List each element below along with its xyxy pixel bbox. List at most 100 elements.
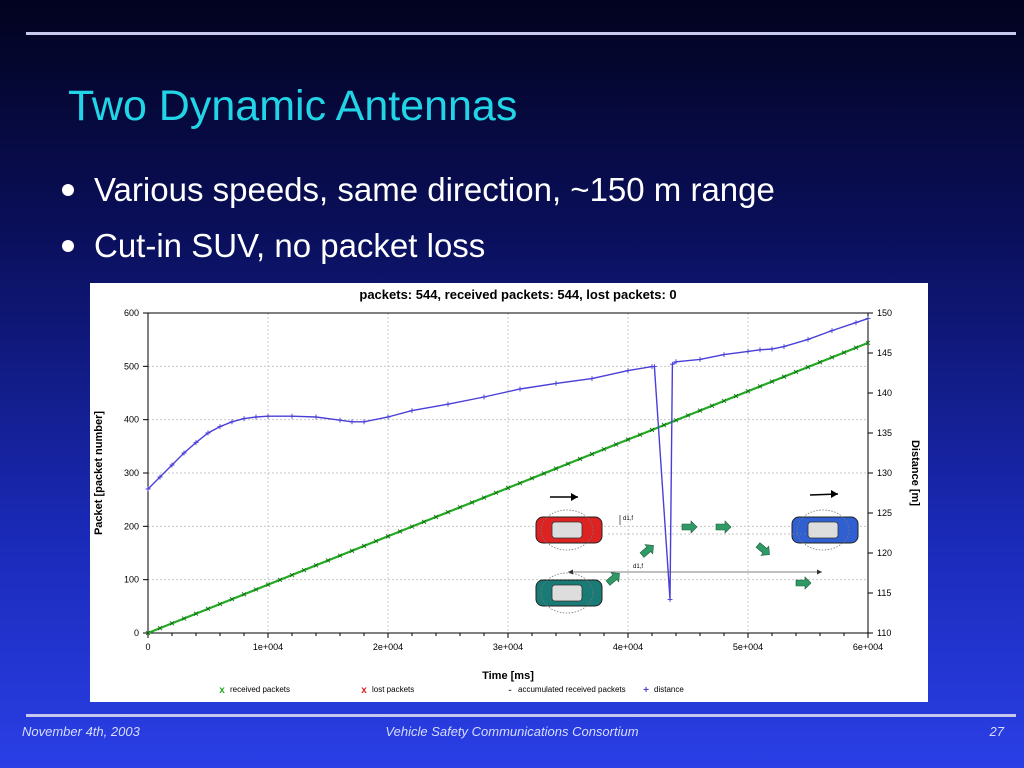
x-tick-label: 0 (145, 642, 150, 652)
y2-tick-label: 145 (877, 348, 892, 358)
bullet-item: Various speeds, same direction, ~150 m r… (62, 162, 775, 218)
legend-label: received packets (230, 685, 290, 694)
y2-axis-label: Distance [m] (909, 440, 921, 506)
received-packet-point (433, 514, 439, 520)
received-packet-point (289, 572, 295, 578)
teal-suv-icon (535, 572, 603, 614)
distance-point (181, 450, 187, 456)
antenna-range-ring (540, 509, 594, 551)
green-arrow-icon (681, 520, 698, 534)
legend-label: accumulated received packets (518, 685, 626, 694)
direction-arrow-icon-head (571, 493, 578, 501)
received-packet-point (469, 500, 475, 505)
x-tick-label: 3e+004 (493, 642, 523, 652)
received-packet-point (733, 393, 739, 399)
received-packet-point (637, 432, 643, 438)
bullet-text: Various speeds, same direction, ~150 m r… (94, 171, 775, 208)
received-packet-point (253, 587, 259, 592)
distance-point (481, 394, 487, 400)
received-packet-point (553, 466, 559, 471)
received-packet-point (601, 446, 607, 452)
distance-point (697, 356, 703, 362)
distance-point (205, 430, 211, 436)
received-packet-point (493, 490, 499, 496)
received-packet-point (457, 504, 463, 510)
received-packet-point (709, 403, 715, 409)
distance-point (553, 380, 559, 386)
distance-point (865, 316, 871, 322)
footer-org: Vehicle Safety Communications Consortium (385, 724, 639, 739)
received-packet-point (337, 553, 343, 558)
plot-frame (147, 312, 869, 634)
packet-chart: packets: 544, received packets: 544, los… (93, 287, 921, 696)
received-packet-point (577, 456, 583, 462)
received-packet-point (349, 548, 355, 554)
footer-rule (26, 714, 1016, 717)
distance-point (157, 474, 163, 480)
y-tick-label: 600 (124, 308, 139, 318)
distance-point (145, 486, 151, 492)
received-packet-point (853, 345, 859, 350)
received-packet-point (805, 364, 811, 370)
x-axis-label: Time [ms] (482, 670, 534, 682)
header-rule (26, 32, 1016, 35)
distance-point (229, 419, 235, 425)
green-arrow-icon (795, 576, 812, 590)
chart-title: packets: 544, received packets: 544, los… (359, 287, 676, 302)
y2-tick-label: 120 (877, 548, 892, 558)
distance-point (337, 417, 343, 423)
diagram-label: d1,f (623, 516, 633, 522)
y2-tick-label: 110 (877, 628, 891, 638)
distance-point (721, 352, 727, 358)
received-packet-point (277, 577, 283, 583)
received-packet-point (373, 538, 379, 544)
green-arrow-icon (715, 520, 732, 534)
y2-tick-label: 140 (877, 388, 892, 398)
received-packet-point (145, 630, 151, 636)
received-packet-point (757, 384, 763, 389)
y2-tick-label: 130 (877, 468, 892, 478)
distance-point (829, 328, 835, 334)
y-tick-label: 200 (124, 521, 139, 531)
received-packet-point (325, 558, 331, 563)
distance-point (445, 401, 451, 407)
received-packet-point (685, 413, 691, 418)
distance-point (385, 414, 391, 420)
antenna-range-ring (540, 572, 594, 614)
green-arrow-icon (639, 544, 654, 558)
diagram-label: d1,f (633, 564, 643, 570)
received-packet-point (817, 359, 823, 365)
green-arrow-icon (755, 542, 770, 556)
received-packet-point (205, 606, 211, 612)
car-cabin (551, 521, 583, 539)
received-packet-point (697, 408, 703, 413)
y2-tick-label: 135 (877, 428, 892, 438)
car-cabin (807, 521, 839, 539)
distance-point (253, 414, 259, 420)
received-packet-point (445, 509, 451, 515)
received-packet-point (565, 461, 571, 467)
received-packet-point (217, 601, 223, 607)
legend-marker: - (508, 685, 511, 696)
received-packet-point (613, 442, 619, 447)
bullet-list: Various speeds, same direction, ~150 m r… (62, 162, 775, 274)
x-tick-label: 1e+004 (253, 642, 283, 652)
distance-point (361, 419, 367, 425)
y2-tick-label: 125 (877, 508, 892, 518)
distance-point (745, 348, 751, 354)
received-packet-point (829, 355, 835, 360)
y-axis-label: Packet [packet number] (93, 411, 105, 535)
y2-tick-label: 150 (877, 308, 892, 318)
received-packet-point (541, 471, 547, 476)
distance-point (853, 320, 859, 326)
received-packet-point (301, 567, 307, 573)
direction-arrow-icon-head (831, 490, 838, 498)
received-packet-point (589, 451, 595, 457)
received-packet-point (361, 543, 367, 549)
received-packet-point (181, 616, 187, 621)
footer-date: November 4th, 2003 (22, 724, 140, 739)
blue-car-icon (791, 509, 859, 551)
distance-point (217, 424, 223, 430)
received-packet-point (229, 596, 235, 602)
legend-label: lost packets (372, 685, 414, 694)
